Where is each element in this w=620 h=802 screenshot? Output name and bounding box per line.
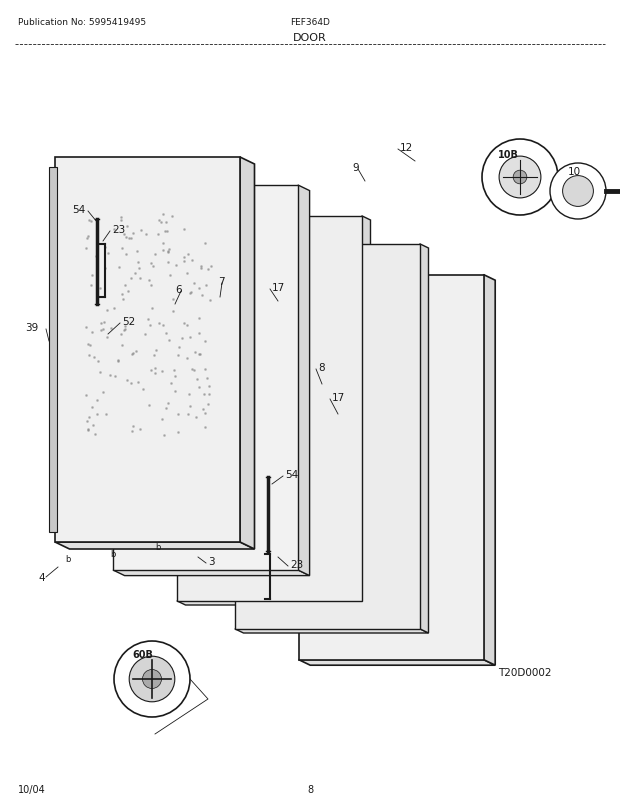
Polygon shape xyxy=(80,208,218,443)
Text: 10: 10 xyxy=(567,167,580,176)
Text: 39: 39 xyxy=(25,322,38,333)
Circle shape xyxy=(143,670,161,689)
Polygon shape xyxy=(113,186,298,570)
Polygon shape xyxy=(49,168,57,533)
Text: 10B: 10B xyxy=(498,149,519,160)
Polygon shape xyxy=(299,275,484,660)
Polygon shape xyxy=(484,275,495,666)
Text: 17: 17 xyxy=(332,392,345,403)
Circle shape xyxy=(513,171,527,184)
Polygon shape xyxy=(362,217,371,606)
Polygon shape xyxy=(298,186,309,576)
Polygon shape xyxy=(240,158,254,549)
Text: b: b xyxy=(155,543,161,552)
Text: 3: 3 xyxy=(208,557,215,566)
Polygon shape xyxy=(235,245,420,629)
Polygon shape xyxy=(55,542,254,549)
Text: DOOR: DOOR xyxy=(293,33,327,43)
Polygon shape xyxy=(253,285,403,539)
Circle shape xyxy=(562,176,593,207)
Circle shape xyxy=(499,157,541,199)
Text: 6: 6 xyxy=(175,285,182,294)
Text: Publication No: 5995419495: Publication No: 5995419495 xyxy=(18,18,146,27)
Polygon shape xyxy=(113,570,309,576)
Text: 8: 8 xyxy=(318,363,325,373)
Text: 4: 4 xyxy=(38,573,45,582)
Circle shape xyxy=(550,164,606,220)
Polygon shape xyxy=(235,629,428,634)
Text: b: b xyxy=(110,550,115,559)
Text: 12: 12 xyxy=(400,143,414,153)
Text: 17: 17 xyxy=(272,282,285,293)
Text: 9: 9 xyxy=(352,163,358,172)
Polygon shape xyxy=(319,318,464,569)
Text: 23: 23 xyxy=(112,225,125,235)
Text: 52: 52 xyxy=(122,317,135,326)
Polygon shape xyxy=(299,660,495,666)
Polygon shape xyxy=(420,245,428,634)
Text: 7: 7 xyxy=(218,277,224,286)
Text: 54: 54 xyxy=(285,469,298,480)
Text: 60B: 60B xyxy=(132,650,153,659)
Circle shape xyxy=(114,642,190,717)
Circle shape xyxy=(129,656,175,702)
Text: 8: 8 xyxy=(307,784,313,794)
Polygon shape xyxy=(177,601,371,606)
Text: b: b xyxy=(65,555,71,564)
Polygon shape xyxy=(135,231,277,476)
Polygon shape xyxy=(177,217,362,601)
Text: 10/04: 10/04 xyxy=(18,784,46,794)
Text: eReplacementParts.com: eReplacementParts.com xyxy=(234,423,386,436)
Polygon shape xyxy=(55,158,240,542)
Circle shape xyxy=(482,140,558,216)
Text: T20D0002: T20D0002 xyxy=(498,667,552,677)
Text: 54: 54 xyxy=(72,205,86,215)
Text: FEF364D: FEF364D xyxy=(290,18,330,27)
Text: 23: 23 xyxy=(290,559,303,569)
